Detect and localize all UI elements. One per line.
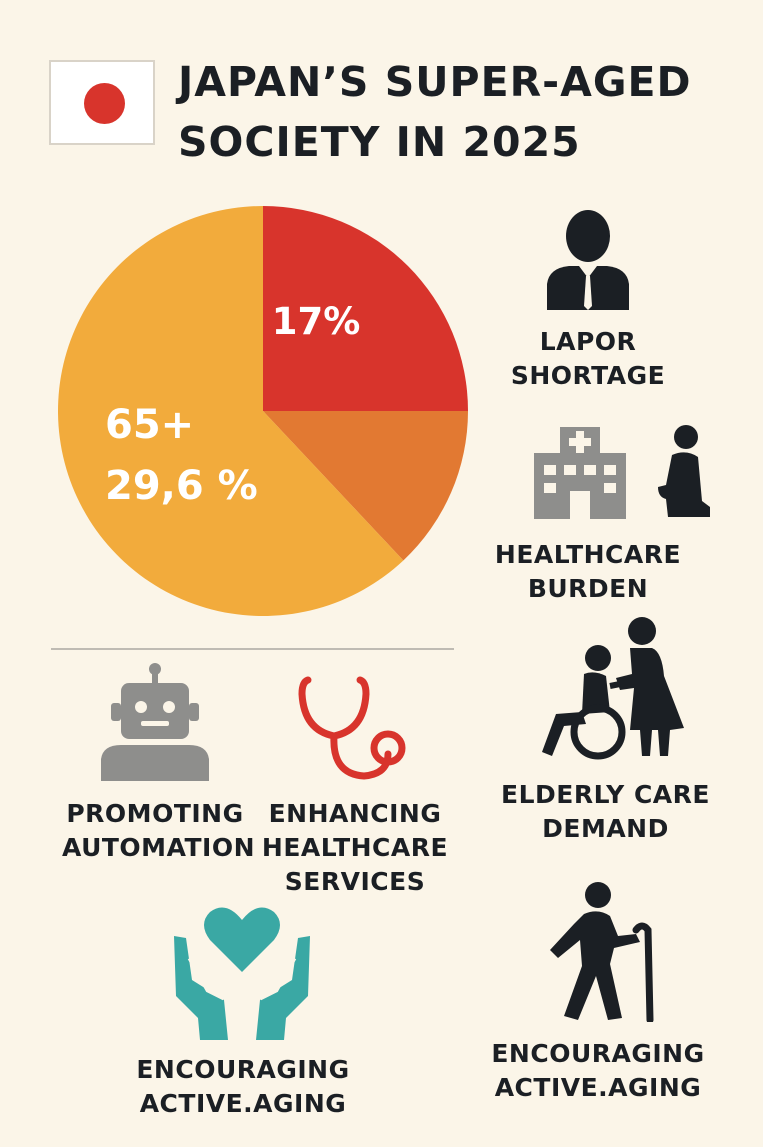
impact-label-2: HEALTHCARE BURDEN — [494, 540, 682, 603]
wheelchair-caregiver-icon — [542, 617, 684, 760]
impact-label-1: LAPOR SHORTAGE — [510, 327, 666, 390]
impact-label-3: ELDERLY CARE DEMAND — [501, 780, 710, 843]
hospital-patient-icon — [534, 425, 710, 519]
page-title-line1: JAPAN’S SUPER-AGED — [178, 58, 692, 106]
solution-label-3: ENCOURAGING ACTIVE.AGING — [136, 1055, 350, 1118]
robot-icon — [101, 663, 209, 781]
worker-icon — [547, 210, 629, 310]
pie-label-29-6: 29,6 % — [105, 463, 258, 509]
solution-label-2: ENHANCING HEALTHCARE SERVICES — [261, 799, 449, 896]
japan-flag-icon — [49, 60, 155, 145]
pie-chart: 17% 65+ 29,6 % — [58, 206, 468, 616]
pie-slice-3 — [58, 206, 404, 616]
pie-label-17: 17% — [272, 300, 361, 343]
section-divider — [51, 648, 454, 650]
pie-label-65plus: 65+ — [105, 402, 194, 448]
page-title-line2: SOCIETY IN 2025 — [178, 118, 581, 166]
pie-slice-2 — [263, 411, 468, 561]
stethoscope-icon — [298, 676, 406, 780]
solution-label-1: PROMOTING AUTOMATION — [62, 799, 256, 862]
impact-label-4: ENCOURAGING ACTIVE.AGING — [491, 1039, 705, 1102]
elderly-walking-cane-icon — [550, 882, 654, 1022]
heart-hands-icon — [174, 907, 310, 1040]
pie-slice-1 — [263, 206, 468, 411]
